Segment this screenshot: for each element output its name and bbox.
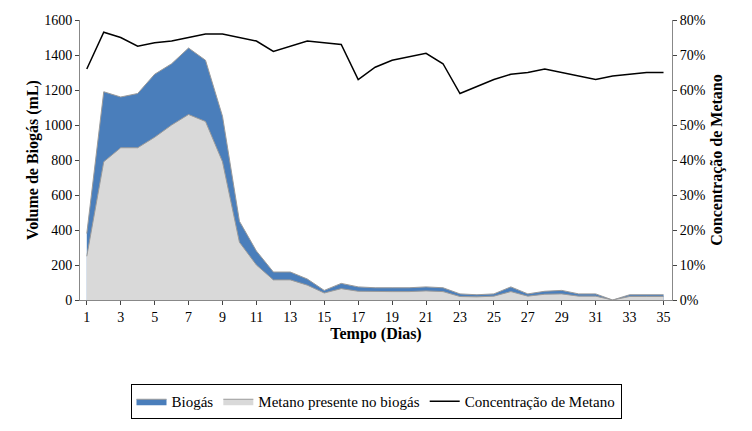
svg-text:400: 400 bbox=[51, 223, 72, 238]
svg-text:0: 0 bbox=[65, 293, 72, 308]
svg-text:15: 15 bbox=[317, 310, 331, 325]
svg-text:30%: 30% bbox=[680, 188, 706, 203]
svg-text:25: 25 bbox=[487, 310, 501, 325]
svg-text:1600: 1600 bbox=[44, 13, 72, 28]
svg-text:33: 33 bbox=[623, 310, 637, 325]
svg-text:1000: 1000 bbox=[44, 118, 72, 133]
svg-text:Volume de Biogás (mL): Volume de Biogás (mL) bbox=[24, 80, 42, 240]
svg-text:1200: 1200 bbox=[44, 83, 72, 98]
svg-text:7: 7 bbox=[185, 310, 192, 325]
svg-text:29: 29 bbox=[555, 310, 569, 325]
svg-text:80%: 80% bbox=[680, 13, 706, 28]
svg-text:3: 3 bbox=[117, 310, 124, 325]
svg-text:40%: 40% bbox=[680, 153, 706, 168]
svg-text:5: 5 bbox=[151, 310, 158, 325]
svg-text:Metano presente no biogás: Metano presente no biogás bbox=[258, 394, 419, 410]
svg-text:Tempo (Dias): Tempo (Dias) bbox=[330, 325, 421, 343]
svg-text:Biogás: Biogás bbox=[172, 394, 214, 410]
svg-text:200: 200 bbox=[51, 258, 72, 273]
svg-text:10%: 10% bbox=[680, 258, 706, 273]
svg-text:800: 800 bbox=[51, 153, 72, 168]
svg-text:27: 27 bbox=[521, 310, 535, 325]
svg-text:50%: 50% bbox=[680, 118, 706, 133]
svg-text:9: 9 bbox=[219, 310, 226, 325]
svg-text:20%: 20% bbox=[680, 223, 706, 238]
svg-text:31: 31 bbox=[589, 310, 603, 325]
svg-text:1400: 1400 bbox=[44, 48, 72, 63]
svg-text:70%: 70% bbox=[680, 48, 706, 63]
svg-text:17: 17 bbox=[351, 310, 365, 325]
svg-text:1: 1 bbox=[83, 310, 90, 325]
svg-text:35: 35 bbox=[657, 310, 671, 325]
svg-text:11: 11 bbox=[250, 310, 263, 325]
svg-text:23: 23 bbox=[453, 310, 467, 325]
svg-text:600: 600 bbox=[51, 188, 72, 203]
svg-text:13: 13 bbox=[283, 310, 297, 325]
svg-text:19: 19 bbox=[385, 310, 399, 325]
svg-text:21: 21 bbox=[419, 310, 433, 325]
svg-text:Concentração de Metano: Concentração de Metano bbox=[708, 74, 726, 246]
svg-text:Concentração de Metano: Concentração de Metano bbox=[465, 394, 615, 410]
svg-text:0%: 0% bbox=[680, 293, 699, 308]
svg-text:60%: 60% bbox=[680, 83, 706, 98]
